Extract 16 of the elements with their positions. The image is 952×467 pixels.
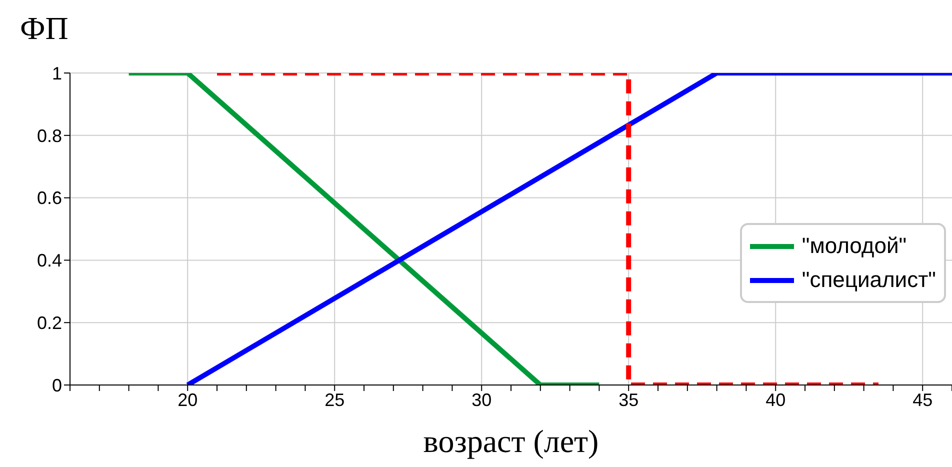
- x-axis-title: возраст (лет): [423, 423, 599, 459]
- legend-label: "молодой": [802, 233, 907, 259]
- y-tick-label: 0.6: [36, 188, 62, 208]
- y-axis-title: ФП: [20, 10, 68, 47]
- y-tick-label: 0.4: [36, 250, 62, 271]
- x-tick-label: 25: [324, 390, 345, 410]
- y-tick-label: 0: [52, 375, 62, 396]
- x-tick-label: 30: [472, 390, 492, 410]
- x-tick-label: 45: [912, 390, 933, 410]
- y-tick-label: 0.8: [36, 126, 62, 146]
- x-tick-label: 35: [618, 390, 639, 410]
- x-tick-label: 20: [178, 390, 198, 410]
- legend-label: "специалист": [802, 267, 936, 293]
- y-tick-label: 0.2: [36, 312, 62, 333]
- y-tick-label: 1: [52, 63, 62, 84]
- x-tick-label: 40: [766, 390, 786, 410]
